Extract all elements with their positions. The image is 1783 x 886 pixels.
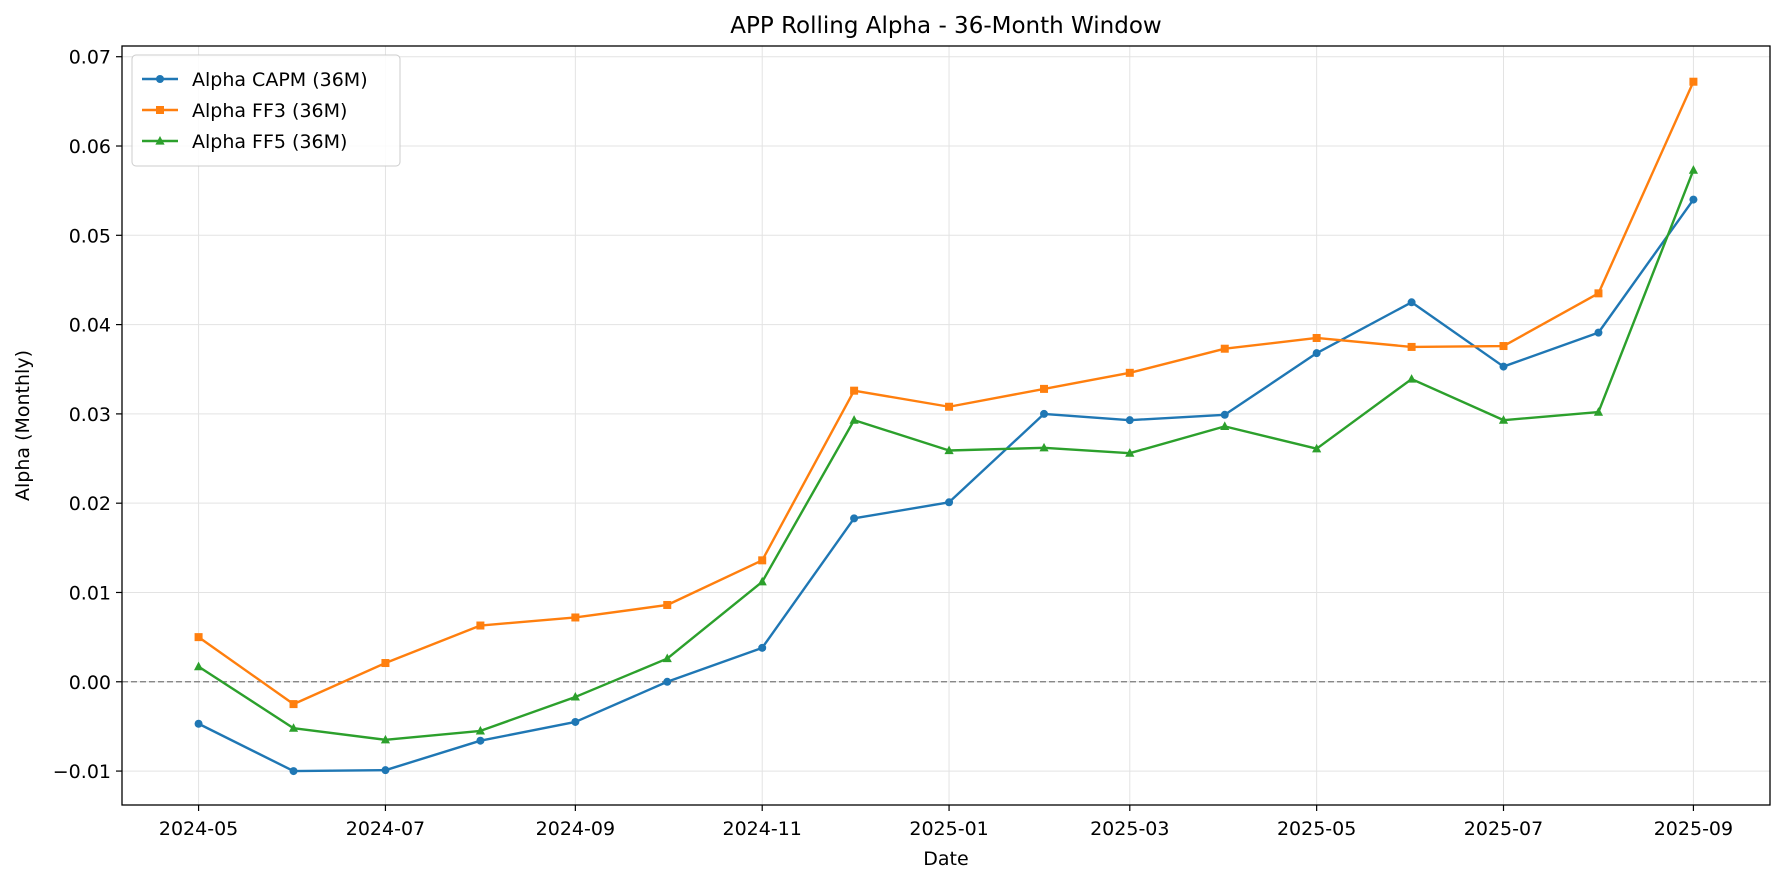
data-point: [1499, 362, 1508, 371]
data-point: [571, 613, 580, 622]
data-point: [944, 445, 954, 455]
data-point: [1498, 415, 1509, 424]
data-point: [570, 691, 580, 701]
data-point: [757, 576, 767, 586]
data-point: [1125, 448, 1135, 457]
data-point: [1594, 289, 1603, 298]
data-point: [288, 723, 299, 732]
x-tick-label: 2024-07: [346, 818, 425, 840]
legend-label: Alpha FF3 (36M): [192, 100, 347, 122]
legend-item: Alpha FF3 (36M): [142, 100, 347, 122]
data-point: [289, 767, 298, 776]
data-point: [381, 659, 390, 668]
data-point: [475, 725, 485, 735]
legend-label: Alpha FF5 (36M): [192, 131, 347, 153]
legend-item: Alpha CAPM (36M): [142, 69, 368, 91]
data-point: [1312, 349, 1321, 358]
x-tick-label: 2024-05: [159, 818, 238, 840]
data-point: [380, 734, 391, 744]
y-tick-label: 0.03: [69, 404, 111, 426]
data-point: [1312, 333, 1321, 342]
data-point: [1499, 342, 1508, 351]
chart-title: APP Rolling Alpha - 36-Month Window: [730, 13, 1161, 39]
data-point: [1220, 344, 1229, 353]
data-point: [155, 136, 165, 145]
data-point: [1689, 195, 1698, 204]
y-tick-label: −0.01: [53, 761, 111, 783]
data-point: [850, 514, 859, 523]
data-point: [194, 633, 203, 642]
data-point: [1220, 421, 1230, 430]
legend-label: Alpha CAPM (36M): [192, 69, 368, 91]
x-tick-label: 2025-05: [1277, 818, 1356, 840]
data-point: [194, 719, 203, 728]
data-point: [758, 556, 767, 565]
data-point: [1039, 442, 1049, 452]
y-tick-label: 0.01: [69, 582, 111, 604]
data-point: [381, 766, 390, 775]
data-point: [758, 643, 767, 652]
x-tick-label: 2025-01: [909, 818, 988, 840]
data-point: [945, 498, 954, 507]
data-point: [1125, 416, 1134, 425]
y-tick-label: 0.07: [69, 47, 111, 69]
data-point: [193, 661, 204, 671]
x-tick-label: 2025-07: [1464, 818, 1543, 840]
data-point: [476, 736, 485, 745]
y-tick-label: 0.06: [69, 136, 111, 158]
data-point: [945, 402, 954, 411]
series-layer: [193, 77, 1699, 776]
data-point: [571, 717, 580, 726]
series-2: [194, 77, 1698, 709]
data-point: [1594, 328, 1603, 337]
data-point: [1220, 410, 1229, 419]
data-point: [850, 386, 859, 395]
data-point: [289, 700, 298, 709]
x-tick-label: 2025-03: [1090, 818, 1169, 840]
data-point: [1407, 342, 1416, 351]
legend-item: Alpha FF5 (36M): [142, 131, 347, 153]
x-tick-label: 2024-09: [536, 818, 615, 840]
data-point: [156, 75, 164, 83]
data-point: [1312, 443, 1322, 453]
data-point: [156, 106, 164, 114]
x-axis-label: Date: [923, 848, 968, 870]
series-1: [194, 195, 1698, 776]
y-tick-label: 0.00: [69, 672, 111, 694]
data-point: [1593, 407, 1604, 416]
data-point: [1125, 368, 1134, 377]
data-point: [663, 677, 672, 686]
data-point: [1040, 409, 1049, 418]
data-point: [849, 415, 859, 424]
data-point: [1688, 165, 1699, 174]
y-tick-label: 0.05: [69, 225, 111, 247]
data-point: [1407, 298, 1416, 307]
x-tick-label: 2025-09: [1654, 818, 1733, 840]
series-3: [193, 165, 1699, 744]
y-axis-label: Alpha (Monthly): [12, 350, 34, 501]
tick-layer: −0.01 0.00 0.01 0.02 0.03 0.04 0.05 0.06 0.07 202…: [53, 47, 1733, 840]
data-point: [663, 600, 672, 609]
data-point: [1040, 384, 1049, 393]
data-point: [476, 621, 485, 630]
x-tick-label: 2024-11: [723, 818, 802, 840]
data-point: [662, 653, 672, 663]
legend-box: [131, 54, 401, 167]
plot-frame: [121, 45, 1771, 806]
y-tick-label: 0.04: [69, 315, 111, 337]
data-point: [1689, 77, 1698, 86]
legend: Alpha CAPM (36M) Alpha FF3 (36M) Alpha FF5…: [131, 54, 401, 167]
data-point: [1407, 374, 1417, 383]
y-tick-label: 0.02: [69, 493, 111, 515]
